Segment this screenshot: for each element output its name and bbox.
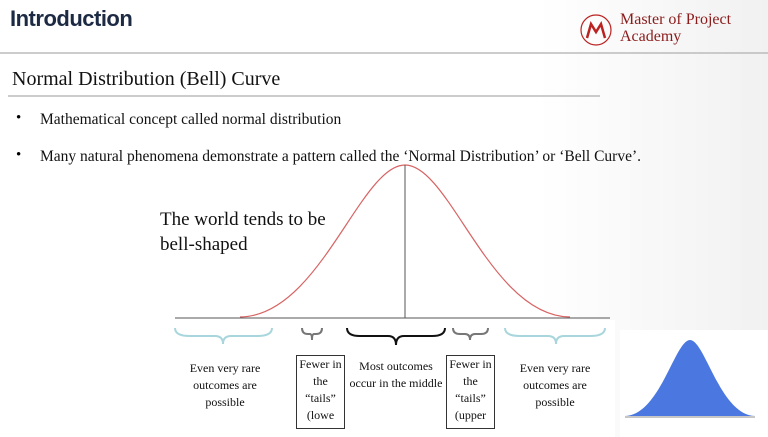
brace: [301, 327, 323, 341]
brace: [174, 327, 273, 345]
brace: [504, 327, 606, 345]
logo-text: Master of Project: [620, 11, 732, 28]
bullet-dot: •: [16, 110, 22, 126]
bullet-dot: •: [16, 147, 22, 163]
logo-text: Academy: [620, 28, 682, 45]
bullet: Many natural phenomena demonstrate a pat…: [40, 148, 642, 165]
bullet: Mathematical concept called normal distr…: [40, 111, 342, 128]
brace: [452, 327, 489, 341]
mini-bell: [625, 340, 755, 416]
region-label: Even very rare outcomes are possible: [519, 361, 591, 409]
region-label: Fewer in the “tails” (lowe: [296, 355, 345, 429]
callout: The world tends to be bell-shaped: [160, 209, 326, 255]
brace: [346, 327, 446, 346]
logo-figure: [585, 20, 607, 39]
logo-icon: [580, 14, 612, 46]
region-label: Most outcomes occur in the middle: [349, 359, 443, 390]
header-title: Introduction: [10, 6, 133, 31]
slide-heading: Normal Distribution (Bell) Curve: [12, 68, 281, 90]
label-panel: [170, 320, 615, 437]
region-label: Even very rare outcomes are possible: [189, 361, 261, 409]
region-label: Fewer in the “tails” (upper: [446, 355, 495, 429]
